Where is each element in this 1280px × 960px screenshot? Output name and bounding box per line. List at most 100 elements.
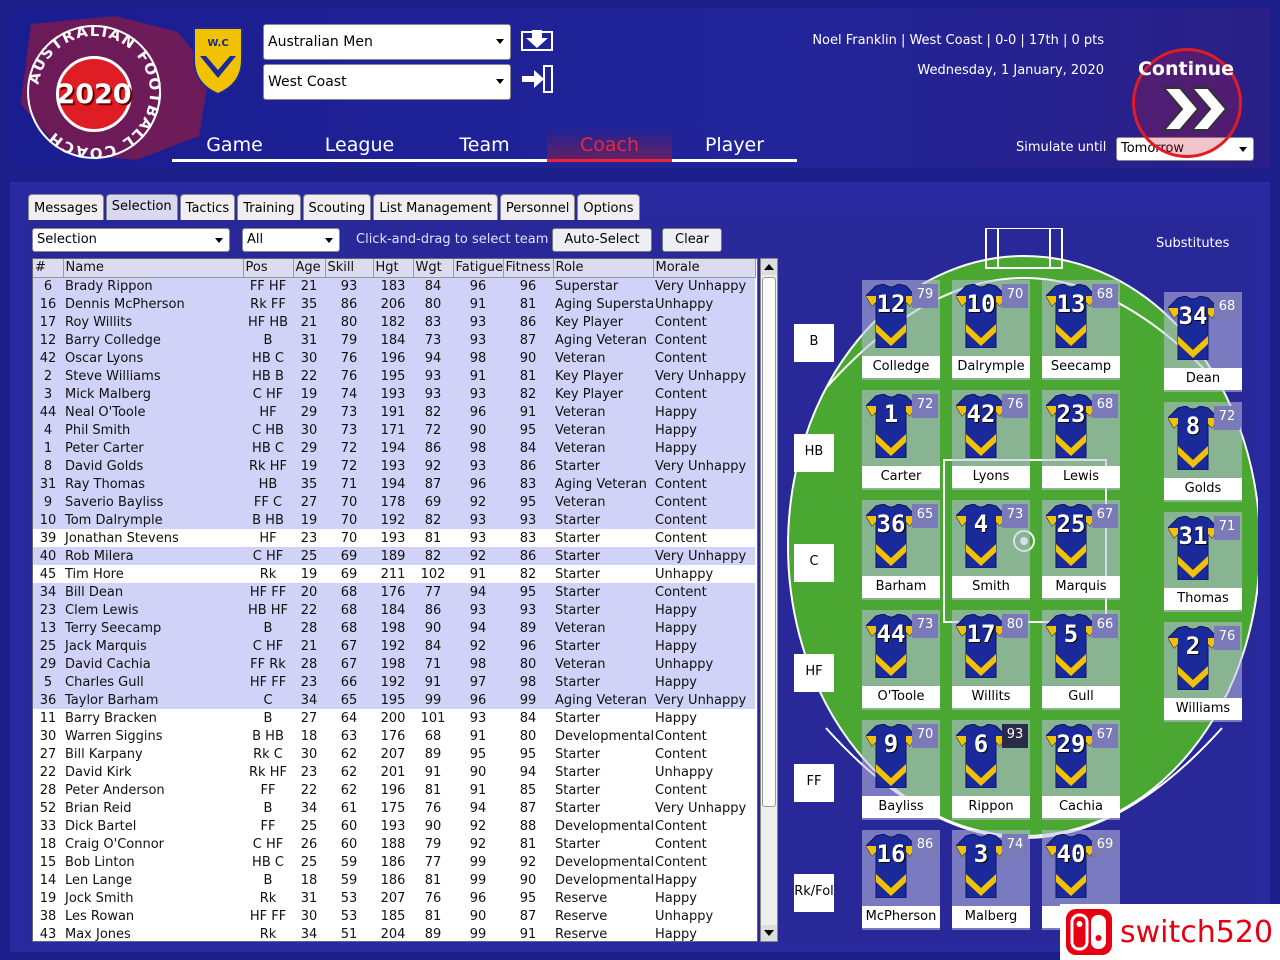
download-icon[interactable]	[520, 26, 554, 56]
nav-tab-coach[interactable]: Coach	[547, 128, 672, 162]
column-header[interactable]: #	[33, 259, 64, 278]
field-player-slot[interactable]: 31 71 Thomas	[1164, 512, 1242, 612]
scroll-thumb[interactable]	[762, 277, 776, 807]
table-scrollbar[interactable]	[760, 258, 778, 942]
table-row[interactable]: 13 Terry Seecamp B 28 68 198 90 94 89 Veteran Happ…	[33, 619, 755, 637]
field-player-slot[interactable]: 36 65 Barham	[862, 500, 940, 600]
table-row[interactable]: 22 David Kirk Rk HF 23 62 201 91 90 94 Starter Unh…	[33, 763, 755, 781]
field-player-slot[interactable]: 10 70 Dalrymple	[952, 280, 1030, 380]
nav-tab-game[interactable]: Game	[172, 128, 297, 162]
table-row[interactable]: 8 David Golds Rk HF 19 72 193 92 93 86 Starter Ver…	[33, 457, 755, 475]
auto-select-button[interactable]: Auto-Select	[552, 228, 652, 252]
field-player-slot[interactable]: 17 80 Willits	[952, 610, 1030, 710]
table-row[interactable]: 23 Clem Lewis HB HF 22 68 184 86 93 93 Starter Hap…	[33, 601, 755, 619]
table-row[interactable]: 27 Bill Karpany Rk C 30 62 207 89 95 95 Starter Co…	[33, 745, 755, 763]
table-row[interactable]: 42 Oscar Lyons HB C 30 76 196 94 98 90 Veteran Con…	[33, 349, 755, 367]
field-player-slot[interactable]: 5 66 Gull	[1042, 610, 1120, 710]
table-row[interactable]: 39 Jonathan Stevens HF 23 70 193 81 93 83 Starter…	[33, 529, 755, 547]
tab-list-management[interactable]: List Management	[373, 194, 498, 222]
player-filter-select[interactable]: All	[242, 228, 340, 252]
column-header[interactable]: Fitness	[503, 259, 554, 278]
table-row[interactable]: 52 Brian Reid B 34 61 175 76 94 87 Starter Very Un…	[33, 799, 755, 817]
nav-tab-league[interactable]: League	[297, 128, 422, 162]
table-cell: 84	[413, 637, 453, 655]
nav-tab-team[interactable]: Team	[422, 128, 547, 162]
tab-personnel[interactable]: Personnel	[499, 194, 576, 222]
field-player-slot[interactable]: 34 68 Dean	[1164, 292, 1242, 392]
tab-messages[interactable]: Messages	[28, 194, 104, 222]
table-row[interactable]: 3 Mick Malberg C HF 19 74 193 93 93 82 Key Player…	[33, 385, 755, 403]
enter-icon[interactable]	[520, 64, 554, 94]
table-row[interactable]: 14 Len Lange B 18 59 186 81 99 90 Developmental Ha…	[33, 871, 755, 889]
table-row[interactable]: 11 Barry Bracken B 27 64 200 101 93 84 Starter Hap…	[33, 709, 755, 727]
continue-button[interactable]: Continue	[1122, 38, 1250, 158]
field-player-slot[interactable]: 42 76 Lyons	[952, 390, 1030, 490]
field-player-slot[interactable]: 44 73 O'Toole	[862, 610, 940, 710]
tab-tactics[interactable]: Tactics	[179, 194, 236, 222]
column-header[interactable]: Pos	[243, 259, 294, 278]
scroll-up-icon[interactable]	[761, 259, 777, 275]
field-player-slot[interactable]: 13 68 Seecamp	[1042, 280, 1120, 380]
field-player-slot[interactable]: 25 67 Marquis	[1042, 500, 1120, 600]
table-row[interactable]: 10 Tom Dalrymple B HB 19 70 192 82 93 93 Starter C…	[33, 511, 755, 529]
table-row[interactable]: 9 Saverio Bayliss FF C 27 70 178 69 92 95 Veteran…	[33, 493, 755, 511]
table-row[interactable]: 40 Rob Milera C HF 25 69 189 82 92 86 Starter Very…	[33, 547, 755, 565]
table-row[interactable]: 30 Warren Siggins B HB 18 63 176 68 91 80 Develop…	[33, 727, 755, 745]
field-player-slot[interactable]: 6 93 Rippon	[952, 720, 1030, 820]
column-header[interactable]: Age	[293, 259, 326, 278]
column-header[interactable]: Role	[553, 259, 654, 278]
table-row[interactable]: 18 Craig O'Connor C HF 26 60 188 79 92 81 Starter…	[33, 835, 755, 853]
field-player-slot[interactable]: 29 67 Cachia	[1042, 720, 1120, 820]
field-player-slot[interactable]: 2 76 Williams	[1164, 622, 1242, 722]
table-row[interactable]: 12 Barry Colledge B 31 79 184 73 93 87 Aging Vete…	[33, 331, 755, 349]
tab-options[interactable]: Options	[577, 194, 640, 222]
table-row[interactable]: 44 Neal O'Toole HF 29 73 191 82 96 91 Veteran Happ…	[33, 403, 755, 421]
table-row[interactable]: 33 Dick Bartel FF 25 60 193 90 92 88 Developmenta…	[33, 817, 755, 835]
field-player-slot[interactable]: 1 72 Carter	[862, 390, 940, 490]
nav-tab-player[interactable]: Player	[672, 128, 797, 162]
table-row[interactable]: 17 Roy Willits HF HB 21 80 182 83 93 86 Key Playe…	[33, 313, 755, 331]
field-player-slot[interactable]: 8 72 Golds	[1164, 402, 1242, 502]
field-player-slot[interactable]: 4 73 Smith	[952, 500, 1030, 600]
scroll-down-icon[interactable]	[761, 925, 777, 941]
column-header[interactable]: Name	[63, 259, 244, 278]
jersey-number: 3	[973, 840, 989, 868]
clear-button[interactable]: Clear	[662, 228, 722, 252]
table-row[interactable]: 5 Charles Gull HF FF 23 66 192 91 97 98 Starter Ha…	[33, 673, 755, 691]
competition-select[interactable]: Australian Men	[263, 24, 511, 60]
table-row[interactable]: 16 Dennis McPherson Rk FF 35 86 206 80 91 81 Agin…	[33, 295, 755, 313]
table-row[interactable]: 28 Peter Anderson FF 22 62 196 81 91 85 Starter Co…	[33, 781, 755, 799]
table-row[interactable]: 43 Max Jones Rk 34 51 204 89 99 91 Reserve Happy	[33, 925, 755, 942]
column-header[interactable]: Hgt	[373, 259, 414, 278]
column-header[interactable]: Morale	[653, 259, 756, 278]
tab-training[interactable]: Training	[237, 194, 301, 222]
column-header[interactable]: Skill	[325, 259, 374, 278]
table-row[interactable]: 25 Jack Marquis C HF 21 67 192 84 92 96 Starter Ha…	[33, 637, 755, 655]
column-header[interactable]: Wgt	[413, 259, 454, 278]
column-header[interactable]: Fatigue	[453, 259, 504, 278]
table-row[interactable]: 31 Ray Thomas HB 35 71 194 87 96 83 Aging Veteran…	[33, 475, 755, 493]
field-player-slot[interactable]: 16 86 McPherson	[862, 830, 940, 930]
table-cell: Brady Rippon	[63, 277, 243, 295]
table-cell: 2	[33, 367, 63, 385]
table-row[interactable]: 1 Peter Carter HB C 29 72 194 86 98 84 Veteran Hap…	[33, 439, 755, 457]
team-select[interactable]: West Coast	[263, 64, 511, 100]
field-player-slot[interactable]: 23 68 Lewis	[1042, 390, 1120, 490]
table-row[interactable]: 15 Bob Linton HB C 25 59 186 77 99 92 Development…	[33, 853, 755, 871]
table-row[interactable]: 4 Phil Smith C HB 30 73 171 72 90 95 Veteran Happy	[33, 421, 755, 439]
table-row[interactable]: 29 David Cachia FF Rk 28 67 198 71 98 80 Veteran U…	[33, 655, 755, 673]
table-row[interactable]: 6 Brady Rippon FF HF 21 93 183 84 96 96 Superstar…	[33, 277, 755, 295]
jersey-icon	[956, 834, 1006, 898]
table-row[interactable]: 19 Jock Smith Rk 31 53 207 76 96 95 Reserve Happy	[33, 889, 755, 907]
field-player-slot[interactable]: 9 70 Bayliss	[862, 720, 940, 820]
view-filter-select[interactable]: Selection	[32, 228, 230, 252]
field-player-slot[interactable]: 3 74 Malberg	[952, 830, 1030, 930]
tab-selection[interactable]: Selection	[105, 194, 178, 222]
tab-scouting[interactable]: Scouting	[302, 194, 372, 222]
table-row[interactable]: 38 Les Rowan HF FF 30 53 185 81 90 87 Reserve Unha…	[33, 907, 755, 925]
table-row[interactable]: 34 Bill Dean HF FF 20 68 176 77 94 95 Starter Cont…	[33, 583, 755, 601]
field-player-slot[interactable]: 12 79 Colledge	[862, 280, 940, 380]
table-row[interactable]: 36 Taylor Barham C 34 65 195 99 96 99 Aging Veter…	[33, 691, 755, 709]
table-row[interactable]: 2 Steve Williams HB B 22 76 195 93 91 81 Key Play…	[33, 367, 755, 385]
table-row[interactable]: 45 Tim Hore Rk 19 69 211 102 91 82 Starter Unhappy	[33, 565, 755, 583]
